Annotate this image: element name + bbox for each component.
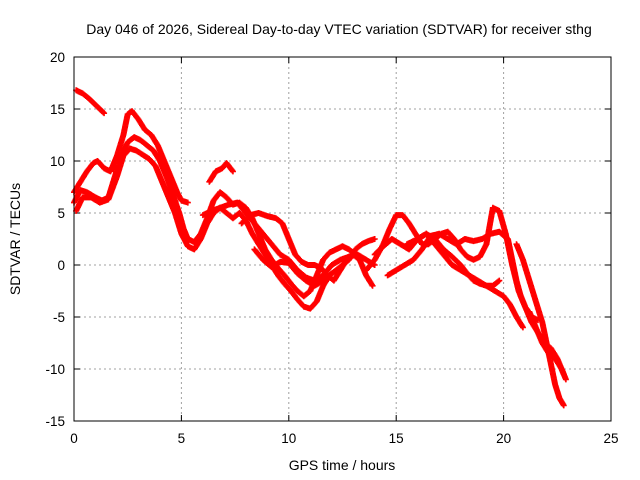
y-tick-label: 5 (57, 206, 65, 221)
data-point (519, 324, 526, 331)
series-trace-12 (403, 230, 526, 331)
x-tick-label: 0 (70, 431, 78, 446)
y-tick-label: -10 (45, 362, 65, 377)
data-point (562, 376, 569, 383)
y-axis-label: SDTVAR / TECUs (7, 183, 23, 295)
x-axis-label: GPS time / hours (289, 457, 396, 473)
data-point (184, 199, 191, 206)
data-point (371, 236, 378, 242)
y-tick-label: -5 (53, 310, 65, 325)
data-points (71, 87, 569, 409)
x-tick-label: 10 (281, 431, 296, 446)
series-trace-1 (73, 87, 108, 117)
data-point (369, 282, 376, 289)
series-trace-14 (526, 308, 569, 383)
x-tick-label: 25 (603, 431, 618, 446)
series-trace-5 (206, 160, 236, 185)
series-trace-2 (71, 108, 191, 206)
series-trace-13 (513, 241, 567, 409)
x-axis-ticks: 0 5 10 15 20 25 (70, 57, 619, 446)
data-point (100, 109, 107, 116)
x-tick-label: 15 (389, 431, 404, 446)
series-trace-7 (238, 210, 376, 289)
data-point (560, 402, 567, 409)
y-tick-label: 0 (57, 258, 65, 273)
data-point (229, 167, 236, 174)
y-tick-label: 20 (50, 50, 65, 65)
y-tick-label: 15 (50, 102, 65, 117)
series-trace-8 (251, 246, 335, 289)
series-trace-11 (384, 228, 567, 378)
plot-frame (73, 56, 612, 422)
x-tick-label: 5 (178, 431, 186, 446)
chart-title: Day 046 of 2026, Sidereal Day-to-day VTE… (86, 21, 592, 37)
data-point (327, 271, 334, 278)
data-point (495, 278, 502, 285)
data-point (496, 277, 503, 284)
data-point (229, 168, 236, 175)
data-point (101, 110, 108, 117)
y-tick-label: -15 (45, 414, 65, 429)
x-tick-label: 20 (496, 431, 511, 446)
series-trace-4 (73, 145, 378, 312)
y-axis-ticks: -15 -10 -5 0 5 10 15 20 (45, 50, 611, 429)
y-tick-label: 10 (50, 154, 65, 169)
grid-lines (74, 57, 611, 421)
data-point (328, 270, 335, 277)
